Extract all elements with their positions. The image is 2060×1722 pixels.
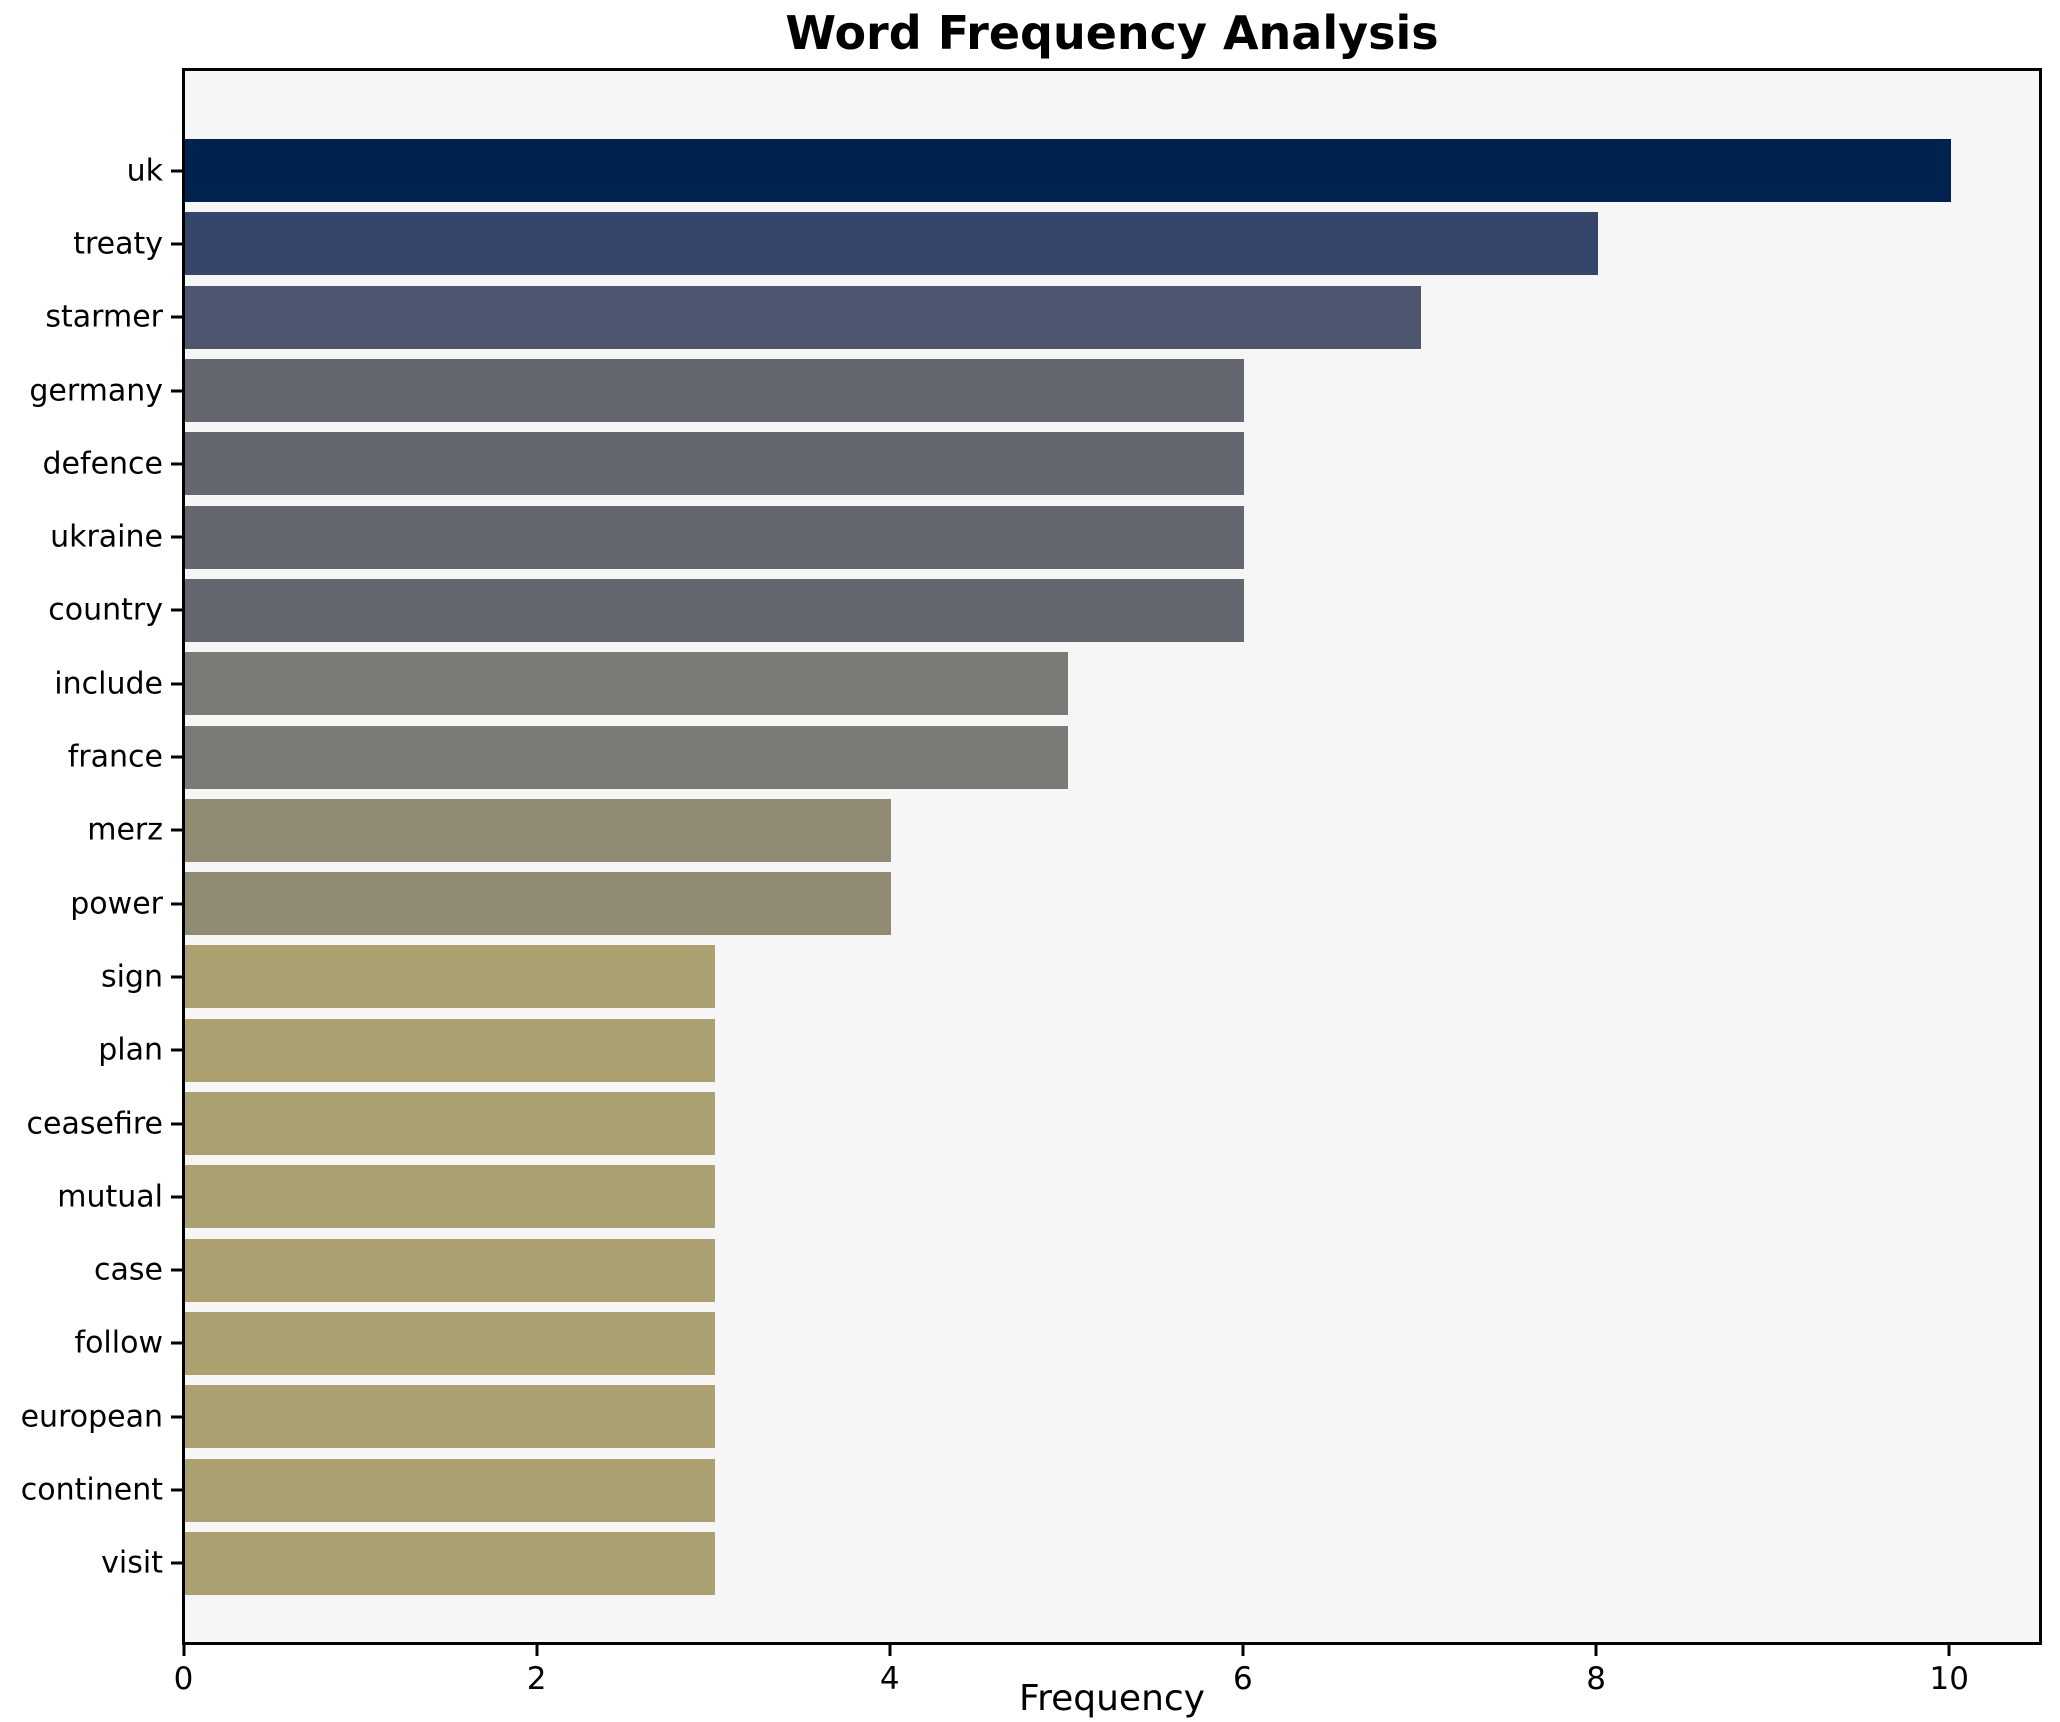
y-tick-mark xyxy=(171,1488,182,1492)
y-axis-label-plan: plan xyxy=(98,1032,163,1068)
bar-starmer xyxy=(185,286,1421,349)
bar-defence xyxy=(185,432,1244,495)
y-tick-mark xyxy=(171,1341,182,1345)
bar-include xyxy=(185,652,1068,715)
chart-title: Word Frequency Analysis xyxy=(785,6,1439,60)
bar-sign xyxy=(185,945,715,1008)
x-tick-mark xyxy=(1241,1645,1245,1656)
bar-france xyxy=(185,726,1068,789)
y-tick-mark xyxy=(171,242,182,246)
bar-european xyxy=(185,1385,715,1448)
y-axis-label-follow: follow xyxy=(74,1325,163,1361)
y-tick-mark xyxy=(171,1268,182,1272)
bar-germany xyxy=(185,359,1244,422)
y-tick-mark xyxy=(171,1415,182,1419)
y-axis-label-visit: visit xyxy=(101,1545,163,1581)
bar-plan xyxy=(185,1019,715,1082)
y-axis-label-ukraine: ukraine xyxy=(50,519,163,555)
y-tick-mark xyxy=(171,828,182,832)
bar-country xyxy=(185,579,1244,642)
y-axis-label-power: power xyxy=(70,886,163,922)
bar-merz xyxy=(185,799,891,862)
x-tick-label-0: 0 xyxy=(173,1661,194,1697)
y-axis-label-case: case xyxy=(94,1252,163,1288)
y-tick-mark xyxy=(171,755,182,759)
y-axis-label-uk: uk xyxy=(126,153,163,189)
y-axis-label-germany: germany xyxy=(29,373,163,409)
y-tick-mark xyxy=(171,1561,182,1565)
bar-power xyxy=(185,872,891,935)
x-tick-label-2: 2 xyxy=(526,1661,547,1697)
y-axis-label-france: france xyxy=(67,739,163,775)
y-axis-label-european: european xyxy=(20,1399,163,1435)
y-axis-label-merz: merz xyxy=(87,812,163,848)
x-tick-mark xyxy=(1594,1645,1598,1656)
y-axis-label-treaty: treaty xyxy=(73,226,163,262)
bar-ceasefire xyxy=(185,1092,715,1155)
x-tick-mark xyxy=(182,1645,185,1656)
x-tick-label-8: 8 xyxy=(1586,1661,1606,1697)
y-tick-mark xyxy=(171,315,182,319)
bar-ukraine xyxy=(185,506,1244,569)
y-tick-mark xyxy=(171,389,182,393)
y-tick-mark xyxy=(171,169,182,173)
bar-case xyxy=(185,1239,715,1302)
y-tick-mark xyxy=(171,1048,182,1052)
y-tick-mark xyxy=(171,902,182,906)
y-tick-mark xyxy=(171,1122,182,1126)
x-tick-mark xyxy=(1947,1645,1951,1656)
y-tick-mark xyxy=(171,462,182,466)
y-axis-label-country: country xyxy=(48,592,163,628)
plot-area xyxy=(182,68,2042,1645)
bar-uk xyxy=(185,139,1951,202)
bar-visit xyxy=(185,1532,715,1595)
y-axis-label-ceasefire: ceasefire xyxy=(26,1106,163,1142)
bar-mutual xyxy=(185,1165,715,1228)
y-axis-label-mutual: mutual xyxy=(57,1179,163,1215)
x-tick-label-4: 4 xyxy=(879,1661,900,1697)
bar-continent xyxy=(185,1459,715,1522)
x-tick-label-6: 6 xyxy=(1233,1661,1253,1697)
y-axis-label-starmer: starmer xyxy=(45,299,163,335)
x-tick-mark xyxy=(888,1645,892,1656)
y-axis-label-include: include xyxy=(54,666,163,702)
bar-follow xyxy=(185,1312,715,1375)
x-axis-label: Frequency xyxy=(1019,1678,1205,1719)
y-axis-label-sign: sign xyxy=(100,959,163,995)
bar-treaty xyxy=(185,212,1598,275)
y-tick-mark xyxy=(171,1195,182,1199)
y-axis-label-defence: defence xyxy=(42,446,163,482)
y-tick-mark xyxy=(171,535,182,539)
x-tick-mark xyxy=(535,1645,539,1656)
y-tick-mark xyxy=(171,682,182,686)
y-tick-mark xyxy=(171,608,182,612)
x-tick-label-10: 10 xyxy=(1929,1661,1969,1697)
y-tick-mark xyxy=(171,975,182,979)
y-axis-label-continent: continent xyxy=(20,1472,163,1508)
